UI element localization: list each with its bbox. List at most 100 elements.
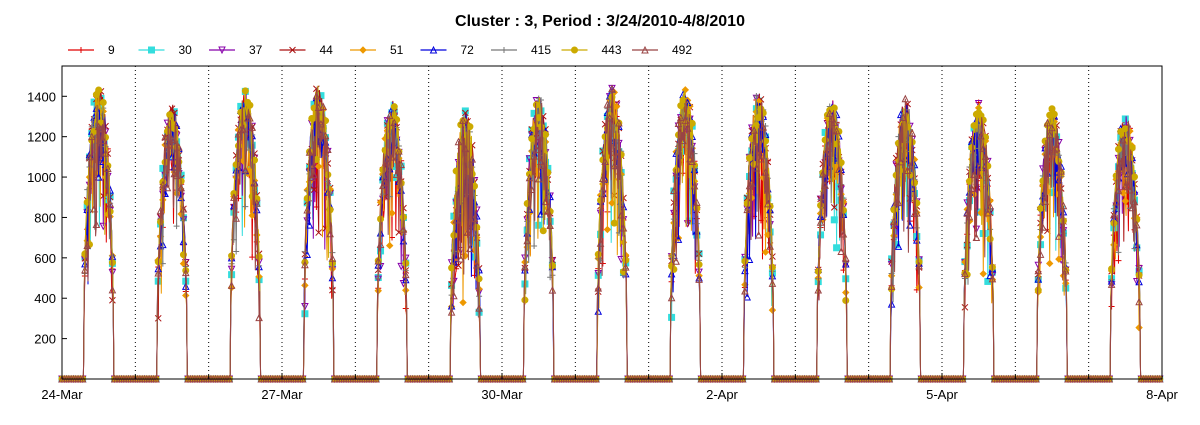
data-point [523,236,532,245]
series-layer [58,84,1164,384]
data-point [984,208,992,217]
data-point [539,227,547,235]
legend-label: 44 [320,43,334,57]
data-point [761,248,770,256]
data-point [599,174,607,182]
legend-item-9: 9 [68,43,115,57]
data-point [753,92,760,99]
data-point [910,209,919,217]
data-point [670,186,678,195]
data-point [475,304,483,312]
data-point [530,151,538,160]
data-point [99,99,107,107]
axes: 200 400 600 800 1000 1200 1400 24-Mar 27-Mar 30-M… [27,89,1178,402]
data-point [97,152,105,161]
data-point [1055,232,1063,240]
data-point [1121,115,1129,123]
data-point [1050,110,1058,118]
legend-marker [429,45,438,54]
data-point [970,122,978,130]
data-point [395,146,403,155]
data-point [599,260,606,267]
data-point [1108,265,1116,273]
data-point [179,204,188,213]
data-point [915,261,923,270]
data-point [747,179,756,187]
data-point [175,143,183,151]
data-point [743,205,752,214]
data-point [385,111,394,120]
data-point [1037,204,1045,212]
data-point [97,124,105,133]
data-point [1046,259,1054,268]
data-point [528,135,536,143]
data-point [104,164,112,172]
data-point [255,253,263,261]
legend-label: 30 [179,43,193,57]
data-point [896,157,905,166]
x-tick-label: 8-Apr [1146,387,1178,402]
data-point [230,193,238,201]
data-point [890,206,898,214]
y-tick-label: 200 [34,332,56,347]
data-point [974,100,983,108]
data-point [303,250,312,258]
data-point [1061,266,1070,275]
data-point [1121,197,1130,205]
data-point [524,218,531,225]
series-line [62,86,1162,380]
data-point [315,229,323,236]
data-point [248,123,257,131]
data-point [961,303,969,311]
data-point [236,125,245,134]
data-point [894,198,903,207]
data-point [319,102,328,111]
data-point [837,159,845,167]
data-point [386,241,394,250]
data-point [1041,197,1049,205]
data-point [399,225,408,233]
data-point [228,252,236,260]
data-point [87,132,96,141]
data-point [833,244,841,252]
data-point [314,103,323,111]
data-point [988,274,997,283]
data-point [374,256,383,265]
data-point [308,114,316,122]
data-point [610,161,619,170]
data-point [321,131,330,140]
data-point [241,165,250,174]
data-point [692,198,701,206]
data-point [986,235,994,243]
data-point [603,225,612,234]
data-point [108,259,116,267]
data-point [159,180,167,189]
data-point [1107,280,1116,288]
legend-item-44: 44 [279,43,334,57]
data-point [1114,145,1122,153]
data-point [1036,250,1045,258]
legend-marker [289,46,296,54]
chart-title: Cluster : 3, Period : 3/24/2010-4/8/2010 [455,13,745,30]
data-point [746,154,753,162]
data-point [1115,249,1122,256]
data-point [841,253,850,262]
data-point [472,260,481,269]
data-point [1034,266,1043,275]
data-point [839,229,848,238]
legend-item-443: 443 [561,43,622,57]
data-point [303,205,312,214]
data-point [246,113,254,122]
data-point [759,123,768,131]
data-point [521,262,529,271]
plot-frame [61,65,1163,380]
data-point [768,263,776,271]
data-point [1059,201,1068,210]
data-point [390,118,399,127]
data-point [541,197,550,206]
data-point [310,170,318,179]
data-point [452,215,460,224]
data-point [168,152,176,161]
data-point [1128,144,1136,152]
